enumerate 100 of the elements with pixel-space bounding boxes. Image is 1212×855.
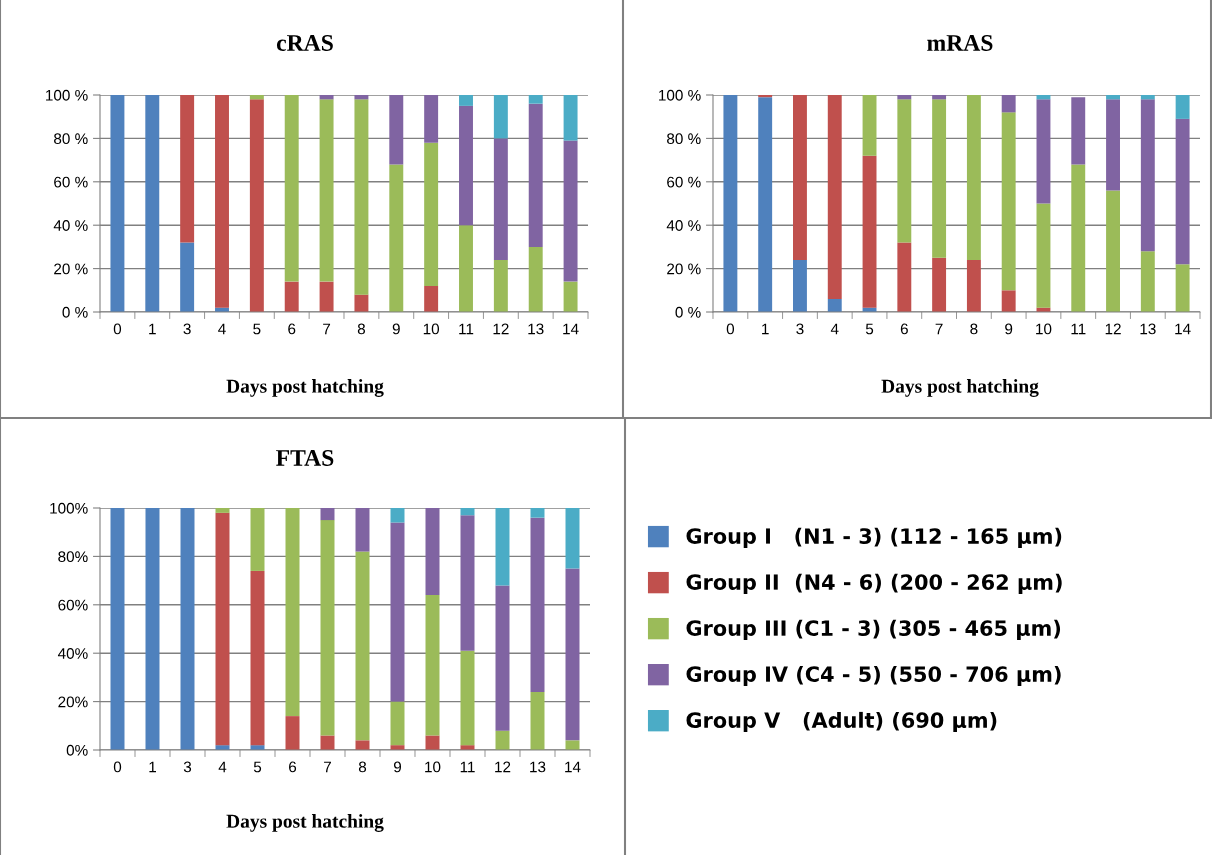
- x-tick-label: 5: [253, 761, 262, 773]
- bar: [563, 95, 578, 141]
- y-tick-label: 40 %: [666, 220, 701, 231]
- x-tick-label: 10: [423, 323, 440, 335]
- x-tick-label: 7: [935, 323, 943, 335]
- chart-title: FTAS: [276, 450, 334, 466]
- bar: [530, 517, 545, 692]
- x-tick-label: 0: [726, 323, 735, 335]
- x-tick-label: 7: [323, 323, 331, 335]
- x-tick-label: 9: [1005, 323, 1013, 335]
- bar: [1106, 190, 1120, 312]
- bar: [249, 95, 264, 100]
- x-tick-label: 14: [1175, 323, 1191, 335]
- x-tick-label: 6: [900, 323, 908, 335]
- bar: [966, 95, 981, 260]
- bar: [250, 508, 265, 571]
- x-tick-label: 4: [830, 323, 839, 335]
- y-tick-label: 20 %: [54, 263, 88, 275]
- bar: [897, 99, 912, 243]
- bar: [390, 522, 405, 702]
- bar: [723, 95, 738, 312]
- bar: [1001, 112, 1016, 291]
- bar: [1071, 164, 1086, 312]
- bar: [493, 138, 508, 260]
- x-tick-label: 1: [149, 761, 156, 773]
- y-tick-label: 100 %: [46, 89, 88, 101]
- bar: [565, 508, 580, 569]
- y-tick-label: 0%: [66, 744, 88, 756]
- y-tick-label: 0 %: [62, 306, 88, 318]
- bar: [424, 142, 439, 286]
- x-tick-label: 14: [563, 323, 579, 335]
- bar: [1106, 99, 1120, 191]
- legend-label: Group II (N4 - 6) (200 - 262 µm): [686, 573, 1062, 595]
- legend-label: Group IV (C4 - 5) (550 - 706 µm): [686, 665, 1061, 687]
- bar: [1175, 118, 1190, 265]
- bar: [249, 99, 264, 312]
- x-tick-label: 5: [865, 323, 874, 335]
- bar: [932, 257, 947, 312]
- bar: [528, 95, 543, 104]
- bar: [793, 95, 807, 260]
- bar: [425, 508, 440, 596]
- bar: [320, 520, 335, 736]
- bar: [758, 95, 773, 98]
- bar: [495, 585, 510, 731]
- x-axis-title: Days post hatching: [881, 379, 1039, 397]
- bar: [459, 225, 473, 312]
- x-tick-label: 12: [495, 761, 511, 773]
- bar: [354, 294, 369, 312]
- x-tick-label: 10: [425, 761, 441, 773]
- bar: [459, 105, 473, 226]
- x-tick-label: 8: [358, 761, 367, 773]
- bar: [932, 95, 947, 100]
- x-tick-label: 9: [393, 761, 402, 773]
- bar: [355, 740, 370, 750]
- x-tick-label: 11: [460, 761, 475, 773]
- bar: [145, 508, 160, 750]
- bar: [565, 568, 580, 741]
- bar: [1140, 99, 1155, 252]
- bar: [827, 95, 842, 299]
- x-tick-label: 12: [1105, 323, 1121, 335]
- bar: [284, 95, 299, 282]
- bar: [1001, 290, 1016, 312]
- bar: [530, 691, 545, 750]
- chart-title: mRAS: [927, 35, 993, 51]
- x-tick-label: 5: [253, 323, 261, 335]
- x-tick-label: 6: [288, 323, 296, 335]
- legend-label: Group V (Adult) (690 µm): [686, 711, 997, 733]
- bar: [320, 735, 335, 750]
- bar: [862, 155, 877, 308]
- bar: [110, 508, 125, 750]
- bar: [493, 259, 508, 312]
- bar: [827, 298, 842, 312]
- x-tick-label: 8: [357, 323, 366, 335]
- y-tick-label: 60 %: [54, 176, 88, 188]
- y-tick-label: 80%: [58, 551, 88, 563]
- x-tick-label: 13: [528, 323, 544, 335]
- bar: [250, 570, 265, 746]
- x-tick-label: 13: [1140, 323, 1156, 335]
- bar: [285, 716, 300, 750]
- x-tick-label: 1: [149, 323, 156, 335]
- bar: [530, 508, 545, 518]
- bar: [862, 95, 877, 156]
- x-tick-label: 11: [459, 323, 474, 335]
- y-tick-label: 0 %: [675, 306, 701, 318]
- y-tick-label: 60 %: [667, 176, 701, 188]
- x-tick-label: 3: [183, 323, 191, 335]
- bar: [319, 95, 334, 100]
- bar: [563, 281, 578, 312]
- bar: [355, 508, 370, 552]
- bar: [966, 259, 981, 312]
- bar: [355, 551, 370, 741]
- bar: [932, 99, 947, 258]
- x-tick-label: 11: [1071, 323, 1086, 335]
- bar: [897, 95, 912, 100]
- bar: [460, 515, 475, 651]
- bar: [319, 99, 334, 282]
- y-tick-label: 40%: [57, 648, 88, 659]
- x-tick-label: 1: [762, 323, 769, 335]
- bar: [1071, 97, 1086, 165]
- bar: [528, 103, 543, 247]
